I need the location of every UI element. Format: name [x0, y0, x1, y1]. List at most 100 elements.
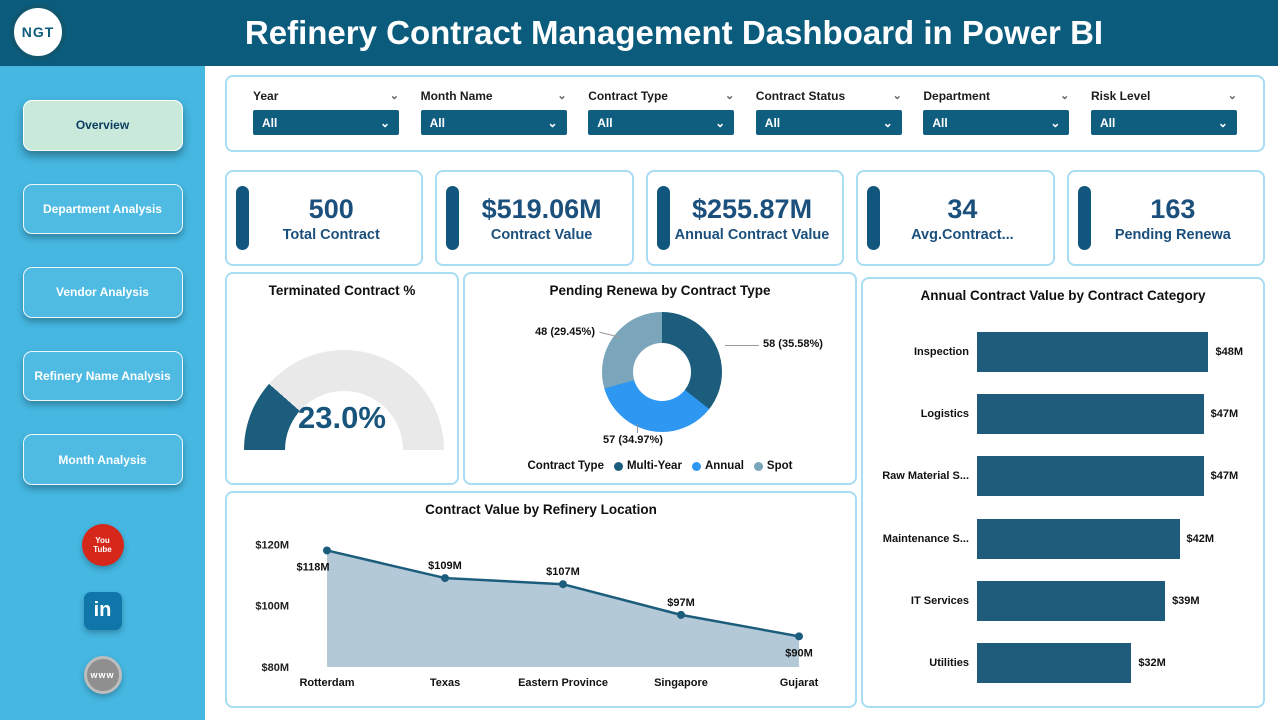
data-point[interactable]	[441, 574, 449, 583]
sidebar-item-refinery-name-analysis[interactable]: Refinery Name Analysis	[22, 350, 183, 402]
filter-label: Contract Status	[755, 89, 846, 103]
data-point[interactable]	[677, 610, 685, 619]
sidebar-item-overview[interactable]: Overview	[22, 100, 183, 151]
filter-label: Contract Type	[588, 89, 668, 103]
y-tick-label: $120M	[255, 539, 289, 551]
web-icon[interactable]: www	[83, 655, 122, 694]
bar-track: $32M	[977, 642, 1251, 683]
legend-label: Multi-Year	[626, 460, 682, 472]
bar-value-label: $47M	[1210, 470, 1239, 483]
kpi-contract-value: $519.06M Contract Value	[435, 170, 634, 266]
bar[interactable]	[977, 394, 1204, 435]
legend-item-multi-year[interactable]: Multi-Year	[613, 460, 682, 472]
nav-label: Overview	[75, 118, 130, 133]
bar[interactable]	[977, 580, 1166, 621]
linkedin-label: in	[93, 599, 112, 622]
bar-track: $48M	[977, 332, 1251, 373]
legend-swatch	[613, 461, 623, 471]
chart-title: Terminated Contract %	[268, 283, 416, 298]
kpi-avg-contract: 34 Avg.Contract...	[856, 170, 1055, 266]
bar[interactable]	[977, 642, 1132, 683]
filter-risk-level: Risk Level ⌄ All ⌄	[1090, 89, 1237, 138]
nav-label: Department Analysis	[43, 201, 162, 216]
legend-swatch	[753, 461, 763, 471]
gauge-value: 23.0%	[298, 400, 386, 435]
kpi-value: 34	[947, 193, 978, 224]
bar-value-label: $47M	[1210, 408, 1239, 421]
filter-label: Month Name	[420, 89, 493, 103]
filter-dropdown-contract-type[interactable]: All ⌄	[588, 110, 735, 135]
chevron-down-icon[interactable]: ⌄	[389, 90, 399, 102]
y-tick-label: $100M	[255, 601, 289, 613]
terminated-contract-gauge-panel: Terminated Contract % 23.0%	[225, 272, 459, 485]
chevron-down-icon[interactable]: ⌄	[1227, 90, 1237, 102]
chevron-down-icon[interactable]: ⌄	[557, 90, 567, 102]
bar[interactable]	[977, 332, 1209, 373]
chevron-down-icon: ⌄	[1050, 115, 1061, 130]
x-axis-label: Texas	[429, 677, 461, 689]
x-axis-label: Eastern Province	[518, 677, 608, 689]
chevron-down-icon: ⌄	[882, 115, 893, 130]
legend-title: Contract Type	[527, 460, 604, 472]
main-content: Year ⌄ All ⌄ Month Name ⌄ All ⌄ Contract Typ…	[205, 66, 1278, 720]
chevron-down-icon: ⌄	[379, 115, 390, 130]
filter-dropdown-department[interactable]: All ⌄	[923, 110, 1070, 135]
filter-dropdown-month-name[interactable]: All ⌄	[420, 110, 567, 135]
kpi-value: $255.87M	[691, 193, 813, 224]
sidebar-item-month-analysis[interactable]: Month Analysis	[22, 434, 183, 485]
filter-dropdown-contract-status[interactable]: All ⌄	[755, 110, 902, 135]
sidebar-item-department-analysis[interactable]: Department Analysis	[22, 183, 183, 235]
kpi-label: Annual Contract Value	[674, 226, 830, 243]
kpi-total-contract: 500 Total Contract	[225, 170, 424, 266]
bar-category-label: IT Services	[910, 594, 969, 607]
chevron-down-icon[interactable]: ⌄	[892, 90, 902, 102]
chevron-down-icon[interactable]: ⌄	[724, 90, 735, 102]
kpi-accent-bar	[446, 186, 460, 250]
sidebar-item-vendor-analysis[interactable]: Vendor Analysis	[22, 267, 183, 318]
app-logo: NGT	[10, 4, 66, 60]
filter-value: All	[932, 115, 948, 130]
legend-item-spot[interactable]: Spot	[753, 460, 792, 472]
filter-dropdown-year[interactable]: All ⌄	[253, 110, 399, 135]
bar-row: IT Services $39M	[871, 580, 1251, 621]
bar-category-label: Inspection	[913, 346, 969, 359]
area-chart-svg: $120M $100M $80M $118M $109M $107M $97M $90M	[255, 539, 813, 674]
kpi-label: Avg.Contract...	[911, 226, 1014, 243]
kpi-accent-bar	[656, 186, 670, 250]
sidebar: Overview Department Analysis Vendor Anal…	[0, 66, 205, 720]
filter-value: All	[1099, 115, 1116, 130]
bar[interactable]	[977, 456, 1204, 497]
kpi-value: 500	[308, 193, 354, 224]
header: NGT Refinery Contract Management Dashboa…	[0, 0, 1278, 66]
x-axis-label: Gujarat	[779, 677, 819, 689]
logo-text: NGT	[21, 24, 55, 40]
data-point[interactable]	[323, 546, 331, 555]
youtube-icon[interactable]: You Tube	[81, 523, 124, 566]
kpi-pending-renewal: 163 Pending Renewa	[1066, 170, 1266, 266]
callout-line	[637, 424, 638, 433]
y-tick-label: $80M	[261, 662, 289, 674]
nav-label: Month Analysis	[58, 452, 147, 467]
chevron-down-icon: ⌄	[547, 115, 558, 130]
legend-swatch	[691, 461, 701, 471]
bar-track: $47M	[977, 394, 1251, 435]
legend-item-annual[interactable]: Annual	[691, 460, 744, 472]
data-point[interactable]	[795, 632, 803, 641]
filter-label: Year	[253, 89, 279, 103]
bar[interactable]	[977, 518, 1180, 559]
bar-track: $42M	[977, 518, 1251, 559]
web-label: www	[90, 669, 115, 680]
chart-title: Pending Renewa by Contract Type	[549, 283, 771, 298]
page-title: Refinery Contract Management Dashboard i…	[244, 14, 1104, 51]
filter-dropdown-risk-level[interactable]: All ⌄	[1090, 110, 1237, 135]
chevron-down-icon: ⌄	[715, 115, 726, 130]
kpi-label: Total Contract	[282, 226, 380, 243]
chevron-down-icon[interactable]: ⌄	[1060, 90, 1070, 102]
x-axis-label: Rotterdam	[299, 677, 355, 689]
data-point[interactable]	[559, 580, 567, 589]
kpi-row: 500 Total Contract $519.06M Contract Value…	[225, 170, 1266, 266]
linkedin-icon[interactable]: in	[83, 591, 122, 630]
donut-legend: Contract Type Multi-Year Annual Spot	[465, 460, 855, 472]
bar-row: Maintenance S... $42M	[871, 518, 1251, 559]
point-value-label: $90M	[785, 647, 813, 659]
